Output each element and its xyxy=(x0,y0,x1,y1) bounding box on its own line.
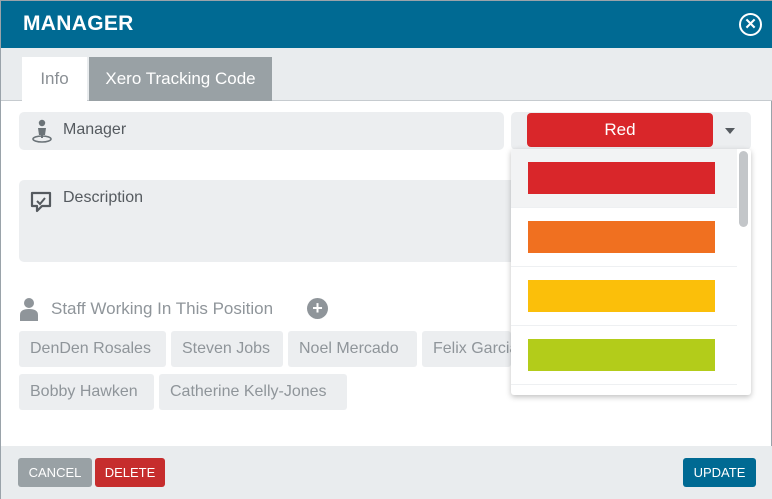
delete-button[interactable]: DELETE xyxy=(95,458,165,487)
close-icon[interactable]: ✕ xyxy=(739,13,762,36)
color-option-yellow[interactable] xyxy=(511,267,737,326)
staff-chip[interactable]: Catherine Kelly-Jones xyxy=(159,374,347,410)
staff-chip[interactable]: Bobby Hawken xyxy=(19,374,154,410)
update-button[interactable]: UPDATE xyxy=(683,458,756,487)
position-name-field[interactable]: Manager xyxy=(19,112,504,150)
staff-chip[interactable]: DenDen Rosales xyxy=(19,331,166,367)
color-dropdown-list[interactable] xyxy=(511,149,751,395)
color-swatch xyxy=(528,221,715,253)
staff-chip[interactable]: Felix Garcia xyxy=(422,331,511,367)
dialog-header: MANAGER ✕ xyxy=(1,1,772,48)
dialog-footer: CANCEL DELETE UPDATE xyxy=(1,446,772,499)
description-label: Description xyxy=(63,189,144,206)
color-swatch xyxy=(528,162,715,194)
selected-color-value[interactable]: Red xyxy=(527,113,713,147)
color-swatch xyxy=(528,339,715,371)
dialog-title: MANAGER xyxy=(23,12,134,35)
cancel-button[interactable]: CANCEL xyxy=(18,458,92,487)
position-name-label: Manager xyxy=(63,121,127,138)
staff-chip[interactable]: Steven Jobs xyxy=(171,331,283,367)
add-staff-button[interactable]: + xyxy=(307,298,328,319)
staff-section-title: Staff Working In This Position xyxy=(51,299,274,318)
caret-down-icon[interactable] xyxy=(725,128,735,134)
description-field[interactable]: Description xyxy=(19,180,559,262)
user-icon xyxy=(20,298,38,321)
dropdown-scrollbar[interactable] xyxy=(739,151,748,227)
person-pin-icon xyxy=(32,119,52,143)
tab-xero-tracking-code[interactable]: Xero Tracking Code xyxy=(89,57,272,101)
staff-chip[interactable]: Noel Mercado xyxy=(288,331,417,367)
color-option-red[interactable] xyxy=(511,149,737,208)
color-option-lime[interactable] xyxy=(511,326,737,385)
tab-info[interactable]: Info xyxy=(22,57,87,101)
color-option-orange[interactable] xyxy=(511,208,737,267)
tab-strip: Info Xero Tracking Code xyxy=(1,48,772,101)
color-select[interactable]: Red xyxy=(511,112,751,150)
color-swatch xyxy=(528,280,715,312)
comment-icon xyxy=(30,191,52,213)
